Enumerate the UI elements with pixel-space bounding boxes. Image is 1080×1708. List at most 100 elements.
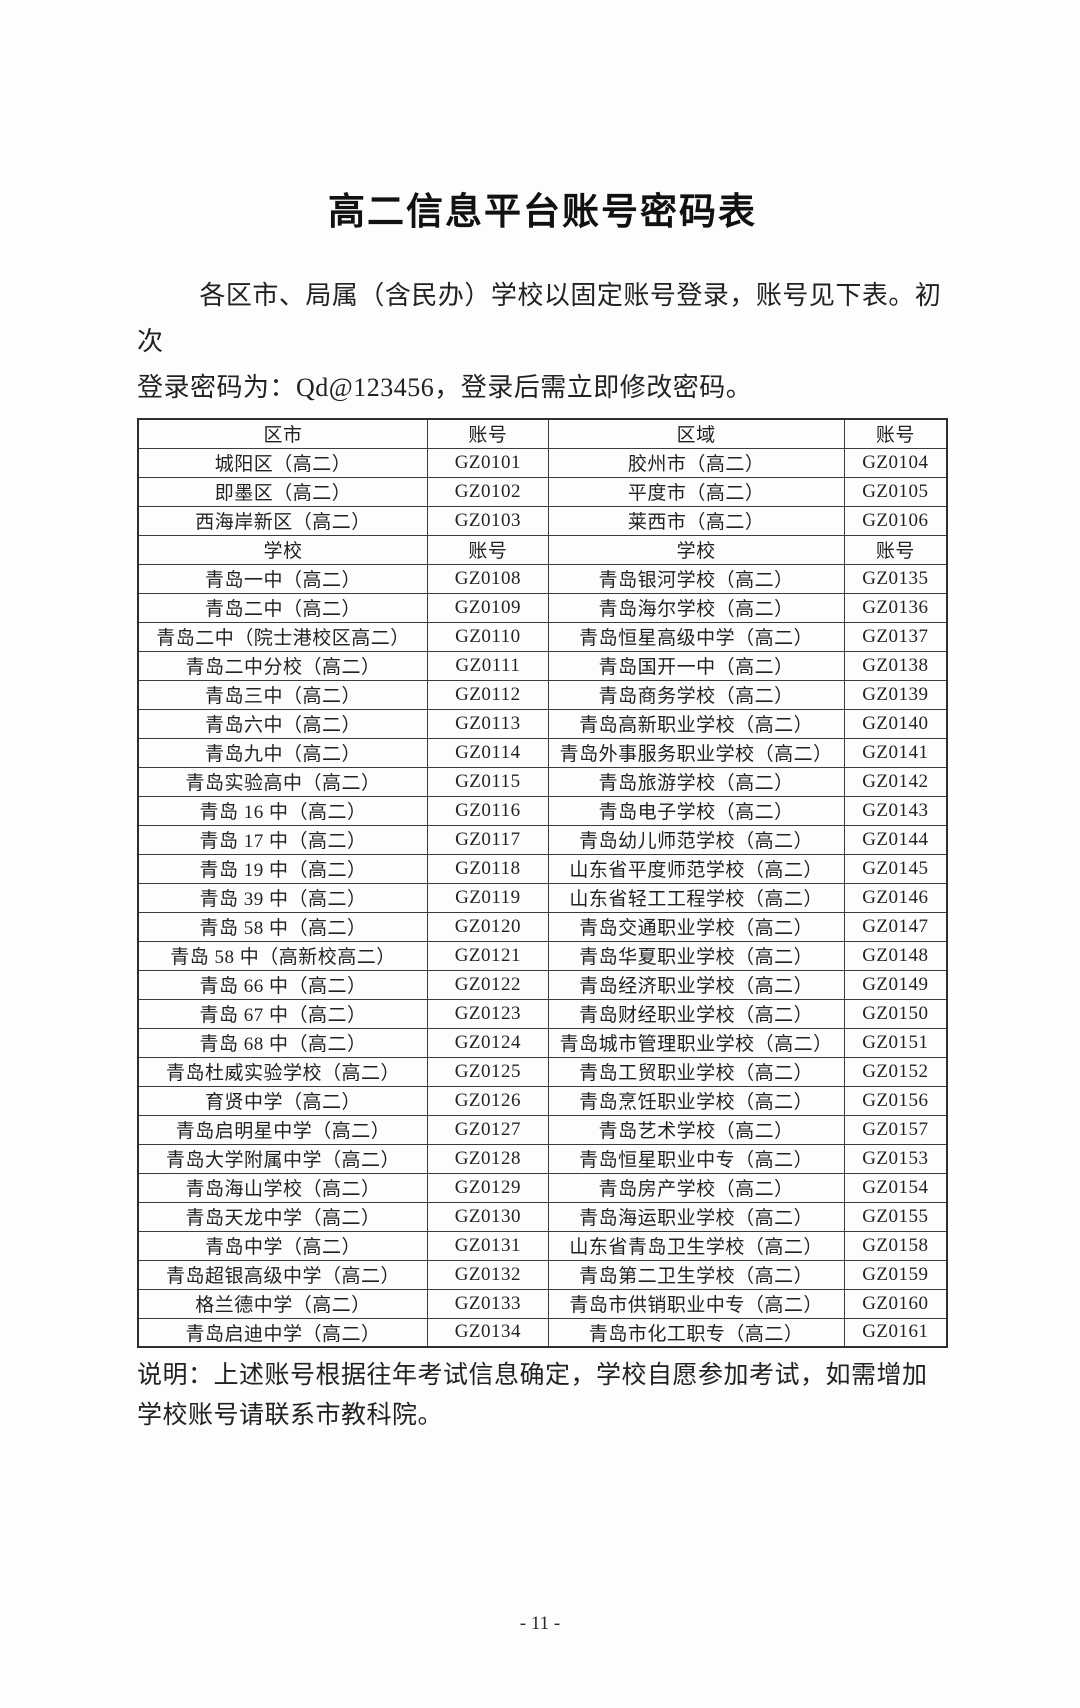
account-cell: GZ0112 xyxy=(427,679,549,710)
table-group-header-row: 区市 账号 区域 账号 xyxy=(137,418,948,449)
table-row: 青岛 58 中（高二） GZ0120 青岛交通职业学校（高二） GZ0147 xyxy=(137,911,948,942)
school-name-cell: 格兰德中学（高二） xyxy=(137,1288,429,1319)
account-cell: GZ0130 xyxy=(427,1201,549,1232)
school-name-cell: 胶州市（高二） xyxy=(547,447,845,478)
school-name-cell: 青岛第二卫生学校（高二） xyxy=(547,1259,845,1290)
school-name-cell: 青岛杜威实验学校（高二） xyxy=(137,1056,429,1087)
account-cell: GZ0133 xyxy=(427,1288,549,1319)
school-name-cell: 青岛二中（院士港校区高二） xyxy=(137,621,429,652)
school-name-cell: 山东省青岛卫生学校（高二） xyxy=(547,1230,845,1261)
school-name-cell: 青岛中学（高二） xyxy=(137,1230,429,1261)
school-name-cell: 青岛天龙中学（高二） xyxy=(137,1201,429,1232)
account-cell: GZ0110 xyxy=(427,621,549,652)
account-cell: GZ0140 xyxy=(843,708,948,739)
table-header-cell: 区域 xyxy=(547,418,845,449)
school-name-cell: 即墨区（高二） xyxy=(137,476,429,507)
table-row: 青岛 19 中（高二） GZ0118 山东省平度师范学校（高二） GZ0145 xyxy=(137,853,948,884)
school-name-cell: 青岛六中（高二） xyxy=(137,708,429,739)
school-name-cell: 青岛 68 中（高二） xyxy=(137,1027,429,1058)
account-cell: GZ0127 xyxy=(427,1114,549,1145)
table-row: 青岛天龙中学（高二） GZ0130 青岛海运职业学校（高二） GZ0155 xyxy=(137,1201,948,1232)
table-row: 青岛二中分校（高二） GZ0111 青岛国开一中（高二） GZ0138 xyxy=(137,650,948,681)
school-name-cell: 青岛 19 中（高二） xyxy=(137,853,429,884)
intro-paragraph: 各区市、局属（含民办）学校以固定账号登录，账号见下表。初次 登录密码为：Qd@1… xyxy=(137,273,948,411)
account-cell: GZ0121 xyxy=(427,940,549,971)
account-cell: GZ0153 xyxy=(843,1143,948,1174)
account-cell: GZ0147 xyxy=(843,911,948,942)
account-cell: GZ0151 xyxy=(843,1027,948,1058)
school-name-cell: 青岛海山学校（高二） xyxy=(137,1172,429,1203)
table-row: 青岛大学附属中学（高二） GZ0128 青岛恒星职业中专（高二） GZ0153 xyxy=(137,1143,948,1174)
school-name-cell: 青岛外事服务职业学校（高二） xyxy=(547,737,845,768)
page-number: - 11 - xyxy=(519,1613,561,1634)
table-header-cell: 账号 xyxy=(427,418,549,449)
account-cell: GZ0146 xyxy=(843,882,948,913)
document-title: 高二信息平台账号密码表 xyxy=(328,192,757,233)
account-cell: GZ0157 xyxy=(843,1114,948,1145)
table-row: 青岛 16 中（高二） GZ0116 青岛电子学校（高二） GZ0143 xyxy=(137,795,948,826)
note-line: 学校账号请联系市教科院。 xyxy=(137,1402,444,1429)
account-cell: GZ0156 xyxy=(843,1085,948,1116)
school-name-cell: 青岛九中（高二） xyxy=(137,737,429,768)
table-row: 青岛 66 中（高二） GZ0122 青岛经济职业学校（高二） GZ0149 xyxy=(137,969,948,1000)
table-header-cell: 学校 xyxy=(547,534,845,565)
account-cell: GZ0123 xyxy=(427,998,549,1029)
table-header-cell: 区市 xyxy=(137,418,429,449)
school-name-cell: 青岛实验高中（高二） xyxy=(137,766,429,797)
school-name-cell: 青岛市供销职业中专（高二） xyxy=(547,1288,845,1319)
account-cell: GZ0139 xyxy=(843,679,948,710)
table-header-cell: 账号 xyxy=(843,534,948,565)
school-name-cell: 青岛艺术学校（高二） xyxy=(547,1114,845,1145)
table-row: 青岛 58 中（高新校高二） GZ0121 青岛华夏职业学校（高二） GZ0148 xyxy=(137,940,948,971)
school-name-cell: 青岛市化工职专（高二） xyxy=(547,1317,845,1348)
table-row: 青岛超银高级中学（高二） GZ0132 青岛第二卫生学校（高二） GZ0159 xyxy=(137,1259,948,1290)
account-cell: GZ0117 xyxy=(427,824,549,855)
school-name-cell: 青岛启迪中学（高二） xyxy=(137,1317,429,1348)
table-row: 青岛启明星中学（高二） GZ0127 青岛艺术学校（高二） GZ0157 xyxy=(137,1114,948,1145)
account-cell: GZ0125 xyxy=(427,1056,549,1087)
table-group-header-row: 学校 账号 学校 账号 xyxy=(137,534,948,565)
school-name-cell: 青岛工贸职业学校（高二） xyxy=(547,1056,845,1087)
account-cell: GZ0138 xyxy=(843,650,948,681)
account-cell: GZ0136 xyxy=(843,592,948,623)
account-cell: GZ0108 xyxy=(427,563,549,594)
school-name-cell: 青岛交通职业学校（高二） xyxy=(547,911,845,942)
school-name-cell: 青岛 66 中（高二） xyxy=(137,969,429,1000)
account-cell: GZ0135 xyxy=(843,563,948,594)
account-cell: GZ0124 xyxy=(427,1027,549,1058)
school-name-cell: 西海岸新区（高二） xyxy=(137,505,429,536)
school-name-cell: 育贤中学（高二） xyxy=(137,1085,429,1116)
school-name-cell: 青岛一中（高二） xyxy=(137,563,429,594)
account-cell: GZ0143 xyxy=(843,795,948,826)
school-name-cell: 山东省轻工工程学校（高二） xyxy=(547,882,845,913)
table-row: 青岛 39 中（高二） GZ0119 山东省轻工工程学校（高二） GZ0146 xyxy=(137,882,948,913)
account-cell: GZ0113 xyxy=(427,708,549,739)
account-cell: GZ0105 xyxy=(843,476,948,507)
account-cell: GZ0126 xyxy=(427,1085,549,1116)
table-row: 青岛九中（高二） GZ0114 青岛外事服务职业学校（高二） GZ0141 xyxy=(137,737,948,768)
account-cell: GZ0101 xyxy=(427,447,549,478)
school-name-cell: 青岛国开一中（高二） xyxy=(547,650,845,681)
school-name-cell: 青岛城市管理职业学校（高二） xyxy=(547,1027,845,1058)
table-row: 青岛中学（高二） GZ0131 山东省青岛卫生学校（高二） GZ0158 xyxy=(137,1230,948,1261)
intro-line: 各区市、局属（含民办）学校以固定账号登录，账号见下表。初次 xyxy=(137,281,942,356)
school-name-cell: 青岛幼儿师范学校（高二） xyxy=(547,824,845,855)
account-cell: GZ0158 xyxy=(843,1230,948,1261)
table-header-cell: 账号 xyxy=(843,418,948,449)
school-name-cell: 青岛 17 中（高二） xyxy=(137,824,429,855)
table-row: 西海岸新区（高二） GZ0103 莱西市（高二） GZ0106 xyxy=(137,505,948,536)
school-name-cell: 青岛 58 中（高二） xyxy=(137,911,429,942)
account-cell: GZ0132 xyxy=(427,1259,549,1290)
school-name-cell: 青岛大学附属中学（高二） xyxy=(137,1143,429,1174)
account-cell: GZ0160 xyxy=(843,1288,948,1319)
account-cell: GZ0137 xyxy=(843,621,948,652)
account-cell: GZ0106 xyxy=(843,505,948,536)
table-row: 青岛 68 中（高二） GZ0124 青岛城市管理职业学校（高二） GZ0151 xyxy=(137,1027,948,1058)
school-name-cell: 青岛电子学校（高二） xyxy=(547,795,845,826)
school-name-cell: 青岛华夏职业学校（高二） xyxy=(547,940,845,971)
account-cell: GZ0103 xyxy=(427,505,549,536)
account-cell: GZ0149 xyxy=(843,969,948,1000)
school-name-cell: 青岛海运职业学校（高二） xyxy=(547,1201,845,1232)
account-cell: GZ0118 xyxy=(427,853,549,884)
school-name-cell: 青岛高新职业学校（高二） xyxy=(547,708,845,739)
